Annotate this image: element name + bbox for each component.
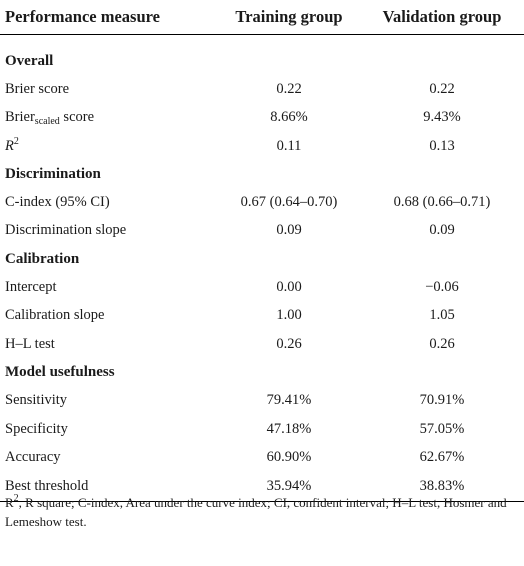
row-label: Best threshold	[0, 471, 218, 503]
spacer-row	[0, 35, 524, 48]
header-measure: Performance measure	[0, 0, 218, 35]
training-value: 35.94%	[218, 471, 360, 503]
header-row: Performance measure Training group Valid…	[0, 0, 524, 35]
footnote-r-sup: 2	[13, 493, 19, 504]
section-row-overall: Overall	[0, 47, 524, 75]
label-sup: 2	[13, 135, 19, 147]
footnote-r: R	[5, 495, 14, 510]
row-label: Specificity	[5, 420, 68, 437]
row-label: Brier score	[5, 80, 70, 97]
table-row: Best threshold 35.94% 38.83%	[0, 471, 524, 503]
validation-value: 9.43%	[423, 109, 461, 126]
section-usefulness: Model usefulness	[5, 363, 115, 380]
training-value: 8.66%	[270, 109, 308, 126]
table-footnote: R2, R square; C-index, Area under the cu…	[5, 493, 521, 531]
row-label: Sensitivity	[5, 392, 68, 409]
performance-table: Performance measure Training group Valid…	[0, 0, 524, 503]
validation-value: 0.26	[429, 335, 455, 352]
table-row: Intercept 0.00 −0.06	[0, 273, 524, 301]
training-value: 47.18%	[266, 420, 312, 437]
label-sub: scaled	[34, 116, 60, 128]
table-row: Sensitivity 79.41% 70.91%	[0, 387, 524, 415]
table-row: Discrimination slope 0.09 0.09	[0, 217, 524, 245]
training-value: 0.67 (0.64–0.70)	[240, 194, 338, 211]
footnote-text: , R square; C-index, Area under the curv…	[5, 495, 507, 529]
table-row: H–L test 0.26 0.26	[0, 330, 524, 358]
section-row-usefulness: Model usefulness	[0, 358, 524, 386]
row-label: Accuracy	[5, 448, 61, 465]
row-label: C-index (95% CI)	[5, 194, 110, 211]
training-value: 1.00	[276, 307, 302, 324]
validation-value: 38.83%	[360, 471, 524, 503]
header-training: Training group	[218, 0, 360, 35]
validation-value: 0.68 (0.66–0.71)	[393, 194, 491, 211]
training-value: 0.11	[276, 137, 302, 154]
row-label: R2	[0, 132, 218, 160]
validation-value: 57.05%	[419, 420, 465, 437]
row-label: Calibration slope	[5, 307, 105, 324]
section-calibration: Calibration	[5, 250, 80, 267]
header-validation: Validation group	[360, 0, 524, 35]
table-row: Calibration slope 1.00 1.05	[0, 302, 524, 330]
table-row: Brier score 0.22 0.22	[0, 75, 524, 103]
training-value: 0.26	[276, 335, 302, 352]
section-overall: Overall	[5, 52, 54, 69]
validation-value: 70.91%	[419, 392, 465, 409]
label-base: R	[5, 137, 14, 154]
validation-value: 62.67%	[419, 448, 465, 465]
row-label: Intercept	[5, 279, 57, 296]
table-row: Accuracy 60.90% 62.67%	[0, 443, 524, 471]
section-discrimination: Discrimination	[5, 165, 101, 182]
table-row: C-index (95% CI) 0.67 (0.64–0.70) 0.68 (…	[0, 188, 524, 216]
training-value: 0.22	[276, 80, 302, 97]
training-value: 0.00	[276, 279, 302, 296]
label-post: score	[59, 109, 95, 126]
validation-value: 0.09	[429, 222, 455, 239]
label-pre: Brier	[5, 109, 35, 126]
training-value: 0.09	[276, 222, 302, 239]
validation-value: 0.22	[429, 80, 455, 97]
validation-value: 1.05	[429, 307, 455, 324]
row-label: Discrimination slope	[5, 222, 127, 239]
row-label: Brierscaled score	[0, 104, 218, 132]
validation-value: 0.13	[429, 137, 455, 154]
row-label: H–L test	[5, 335, 55, 352]
validation-value: −0.06	[425, 279, 459, 296]
training-value: 60.90%	[266, 448, 312, 465]
section-row-discrimination: Discrimination	[0, 160, 524, 188]
table-row: Brierscaled score 8.66% 9.43%	[0, 104, 524, 132]
training-value: 79.41%	[266, 392, 312, 409]
table-row: Specificity 47.18% 57.05%	[0, 415, 524, 443]
section-row-calibration: Calibration	[0, 245, 524, 273]
table-row: R2 0.11 0.13	[0, 132, 524, 160]
